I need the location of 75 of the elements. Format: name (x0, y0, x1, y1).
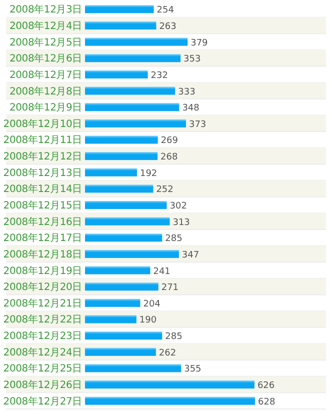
data-label: 271 (161, 283, 179, 294)
data-label: 353 (184, 54, 201, 65)
bar (85, 380, 254, 389)
bar (85, 282, 158, 291)
y-tick-label: 2008年12月14日 (3, 183, 82, 196)
y-tick-label: 2008年12月26日 (3, 379, 82, 392)
bar (85, 103, 180, 112)
y-tick-label: 2008年12月12日 (3, 150, 82, 163)
bar (85, 38, 188, 46)
bar (85, 119, 186, 128)
bar (85, 250, 179, 258)
data-label: 313 (172, 218, 190, 228)
y-tick-label: 2008年12月3日 (9, 4, 82, 16)
bar (85, 70, 148, 78)
y-tick-label: 2008年12月9日 (9, 102, 82, 114)
bar (85, 184, 154, 193)
bar (85, 332, 162, 340)
bar (85, 86, 176, 95)
y-tick-label: 2008年12月22日 (3, 314, 82, 326)
data-label: 379 (190, 38, 208, 48)
bar (85, 136, 158, 144)
bar (85, 21, 156, 30)
data-label: 285 (165, 234, 182, 244)
y-tick-label: 2008年12月24日 (3, 346, 82, 358)
data-label: 302 (170, 202, 187, 212)
data-label: 373 (188, 120, 206, 130)
y-tick-label: 2008年12月6日 (9, 52, 82, 65)
data-label: 190 (139, 316, 157, 326)
y-tick-label: 2008年12月13日 (3, 166, 82, 179)
data-label: 254 (156, 6, 174, 16)
bar (85, 348, 156, 356)
y-tick-label: 2008年12月4日 (9, 20, 82, 32)
bar (85, 152, 158, 160)
data-label: 333 (178, 87, 196, 98)
bar (85, 364, 182, 372)
bar (85, 315, 136, 324)
y-tick-label: 2008年12月10日 (3, 118, 82, 130)
y-tick-label: 2008年12月16日 (3, 216, 82, 228)
bar (85, 234, 162, 242)
y-tick-label: 2008年12月8日 (9, 85, 82, 98)
y-tick-label: 2008年12月25日 (3, 362, 82, 375)
data-label: 232 (150, 70, 168, 81)
y-tick-label: 2008年12月20日 (3, 281, 82, 294)
y-tick-label: 2008年12月21日 (3, 297, 82, 310)
bar (85, 201, 167, 209)
bar (85, 5, 154, 14)
y-tick-label: 2008年12月19日 (3, 264, 82, 277)
data-label: 628 (258, 397, 276, 408)
y-tick-label: 2008年12月5日 (9, 36, 82, 48)
bar (85, 54, 181, 62)
y-tick-label: 2008年12月11日 (3, 134, 82, 146)
bar (85, 168, 137, 176)
y-tick-label: 2008年12月18日 (3, 248, 82, 260)
data-label: 347 (182, 250, 200, 260)
y-tick-label: 2008年12月7日 (9, 68, 82, 81)
bar (85, 298, 140, 307)
y-tick-label: 2008年12月15日 (3, 200, 82, 212)
y-tick-label: 2008年12月23日 (3, 330, 82, 342)
y-tick-label: 2008年12月27日 (3, 395, 82, 408)
data-label: 192 (140, 168, 158, 179)
data-label: 285 (165, 332, 182, 342)
data-label: 269 (160, 136, 178, 146)
data-label: 355 (184, 364, 202, 375)
y-tick-label: 2008年12月17日 (3, 232, 82, 244)
data-label: 263 (159, 22, 176, 32)
bar (85, 266, 150, 274)
data-label: 348 (182, 104, 200, 114)
data-label: 241 (153, 266, 170, 277)
data-label: 626 (257, 381, 275, 392)
data-label: 204 (143, 299, 161, 310)
bar (85, 217, 170, 226)
data-label: 262 (158, 348, 176, 358)
data-label: 268 (160, 152, 178, 163)
data-label: 252 (156, 185, 174, 196)
bar (85, 396, 255, 405)
